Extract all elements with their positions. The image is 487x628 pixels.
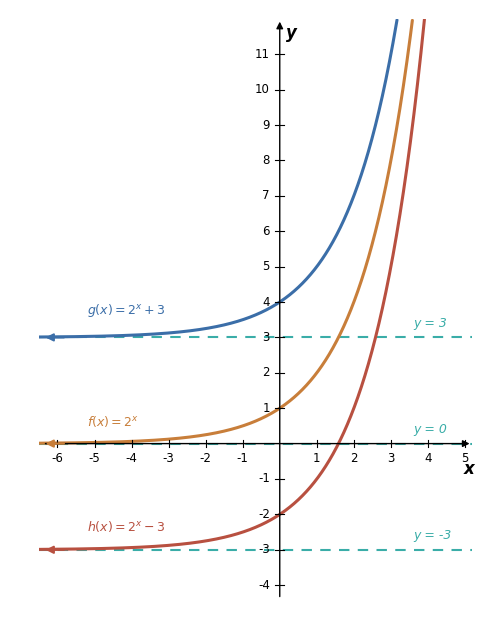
Text: -3: -3	[258, 543, 270, 556]
Text: -4: -4	[258, 578, 270, 592]
Text: 8: 8	[262, 154, 270, 167]
Text: y = -3: y = -3	[413, 529, 451, 542]
Text: 11: 11	[255, 48, 270, 61]
Text: -6: -6	[52, 452, 63, 465]
Text: 3: 3	[387, 452, 394, 465]
Text: 5: 5	[262, 260, 270, 273]
Text: -3: -3	[163, 452, 174, 465]
Text: -4: -4	[126, 452, 137, 465]
Text: x: x	[463, 460, 474, 477]
Text: 4: 4	[262, 296, 270, 308]
Text: 5: 5	[461, 452, 468, 465]
Text: 2: 2	[262, 366, 270, 379]
Text: -5: -5	[89, 452, 100, 465]
Text: -1: -1	[258, 472, 270, 485]
Text: 3: 3	[262, 331, 270, 344]
Text: -2: -2	[258, 508, 270, 521]
Text: -1: -1	[237, 452, 249, 465]
Text: $g(x) = 2^x + 3$: $g(x) = 2^x + 3$	[87, 302, 166, 320]
Text: y: y	[286, 24, 297, 42]
Text: 2: 2	[350, 452, 357, 465]
Text: $f(x) = 2^x$: $f(x) = 2^x$	[87, 414, 139, 429]
Text: 6: 6	[262, 225, 270, 238]
Text: 4: 4	[424, 452, 431, 465]
Text: 1: 1	[313, 452, 320, 465]
Text: y = 0: y = 0	[413, 423, 447, 436]
Text: 9: 9	[262, 119, 270, 131]
Text: $h(x) = 2^x - 3$: $h(x) = 2^x - 3$	[87, 519, 166, 534]
Text: -2: -2	[200, 452, 211, 465]
Text: 10: 10	[255, 83, 270, 96]
Text: y = 3: y = 3	[413, 317, 447, 330]
Text: 1: 1	[262, 402, 270, 414]
Text: 7: 7	[262, 189, 270, 202]
